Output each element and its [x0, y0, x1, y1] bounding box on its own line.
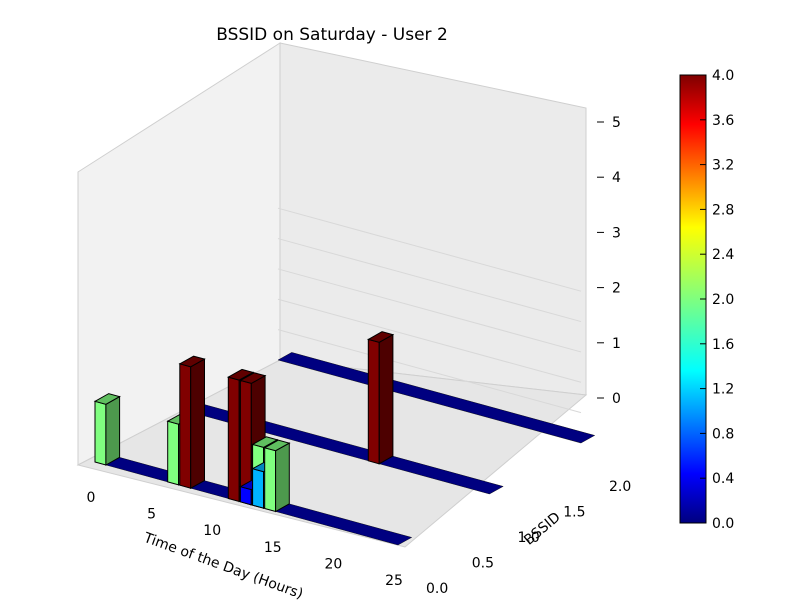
- x-tick-label: 0: [87, 490, 96, 506]
- bar-face: [367, 338, 380, 465]
- grid-line: [277, 207, 582, 292]
- bar: [178, 355, 206, 490]
- grid-line: [277, 238, 582, 323]
- chart-title: BSSID on Saturday - User 2: [216, 25, 448, 45]
- bar-side: [105, 395, 121, 466]
- colorbar: 0.0 0.4 0.8 1.2 1.6 2.0 2.4 2.8 3.2 3.6 4.0: [679, 68, 734, 532]
- y-axis-label: BSSID: [521, 509, 563, 548]
- colorbar-tick-label: 1.2: [712, 382, 734, 398]
- y-tick-label: 0.5: [472, 556, 494, 572]
- z-tick-label: 0: [612, 391, 621, 407]
- bar-top: [251, 436, 279, 448]
- grid-line: [277, 329, 582, 414]
- y-tick-label: 1.0: [518, 530, 540, 546]
- y-tick-label: 2.0: [609, 479, 631, 495]
- bar-side: [190, 358, 205, 490]
- colorbar-tick-label: 4.0: [712, 68, 734, 84]
- x-tick-label: 5: [147, 507, 156, 523]
- bar-face: [264, 447, 277, 513]
- x-tick-label: 10: [203, 523, 221, 539]
- colorbar-tick-label: 2.8: [712, 202, 734, 218]
- bar-face: [227, 376, 240, 503]
- z-tick-labels: 0 1 2 3 4 5: [597, 115, 621, 407]
- z-tick-label: 5: [612, 115, 621, 131]
- bar-face: [179, 363, 192, 489]
- floor-strip: [277, 352, 596, 444]
- bar: [263, 439, 291, 513]
- y-tick-labels: 0.0 0.5 1.0 1.5 2.0: [426, 479, 631, 597]
- grid-line: [277, 268, 582, 353]
- colorbar-tick-label: 1.6: [712, 337, 734, 353]
- z-tick-label: 1: [612, 336, 621, 352]
- colorbar-tick-label: 0.0: [712, 516, 734, 532]
- colorbar-tick-label: 3.6: [712, 113, 734, 129]
- bar-top: [239, 372, 267, 384]
- bar-top: [93, 393, 121, 405]
- bar-face: [252, 468, 264, 509]
- bar: [366, 331, 395, 465]
- y-tick-label: 0.0: [426, 581, 448, 597]
- bar-face: [167, 420, 180, 486]
- colorbar-tick-label: 0.8: [712, 426, 734, 442]
- x-tick-labels: 0 5 10 15 20 25: [87, 490, 403, 589]
- bar: [93, 393, 121, 466]
- z-tick-label: 4: [612, 170, 621, 186]
- bars-group: [93, 331, 395, 513]
- x-tick-label: 25: [385, 573, 403, 589]
- bar-side: [378, 333, 394, 465]
- colorbar-ticks: 0.0 0.4 0.8 1.2 1.6 2.0 2.4 2.8 3.2 3.6 4.0: [700, 68, 734, 532]
- z-tick-label: 2: [612, 281, 621, 297]
- z-tick-label: 3: [612, 225, 621, 241]
- bar-top: [226, 368, 255, 381]
- bar-side: [275, 442, 290, 513]
- x-tick-label: 20: [324, 556, 342, 572]
- colorbar-tick-label: 0.4: [712, 471, 734, 487]
- colorbar-tick-label: 3.2: [712, 158, 734, 174]
- grid-line: [277, 298, 582, 383]
- colorbar-tick-label: 2.0: [712, 292, 734, 308]
- bar-face: [94, 400, 107, 466]
- bar-top: [366, 331, 395, 343]
- y-tick-label: 1.5: [563, 505, 585, 521]
- bar-top: [178, 355, 206, 368]
- x-tick-label: 15: [264, 540, 282, 556]
- colorbar-tick-label: 2.4: [712, 247, 734, 263]
- bar-top: [263, 439, 291, 452]
